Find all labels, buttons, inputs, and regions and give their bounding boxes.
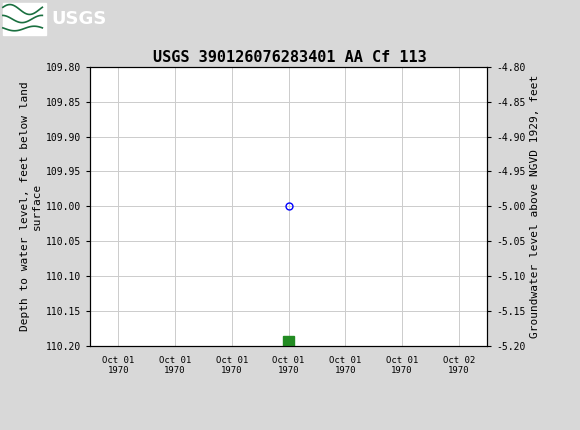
Y-axis label: Groundwater level above NGVD 1929, feet: Groundwater level above NGVD 1929, feet: [530, 75, 540, 338]
Bar: [284, 336, 293, 350]
Text: USGS: USGS: [51, 10, 106, 28]
FancyBboxPatch shape: [3, 3, 46, 35]
Text: USGS 390126076283401 AA Cf 113: USGS 390126076283401 AA Cf 113: [153, 50, 427, 65]
Y-axis label: Depth to water level, feet below land
surface: Depth to water level, feet below land su…: [20, 82, 41, 331]
